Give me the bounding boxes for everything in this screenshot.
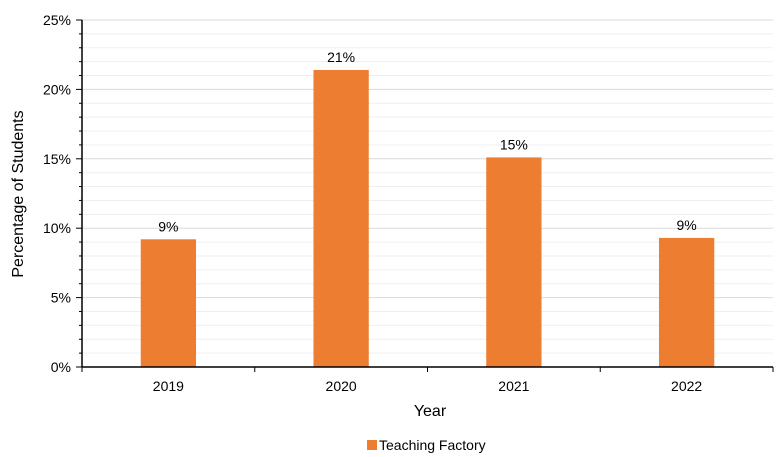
x-axis-ticks: 2019 2020 2021 2022: [81, 367, 774, 394]
bar: [140, 239, 197, 367]
bars: [140, 69, 715, 367]
y-tick-label: 0%: [51, 359, 71, 375]
data-label: 9%: [677, 217, 697, 233]
bar: [313, 69, 369, 367]
y-axis-ticks: 0% 5% 10% 15% 20% 25%: [43, 12, 82, 375]
bar: [486, 157, 542, 367]
bar: [658, 237, 715, 367]
y-tick-label: 5%: [51, 290, 71, 306]
legend: Teaching Factory: [367, 437, 486, 453]
data-label: 9%: [158, 218, 178, 234]
gridlines: [82, 19, 773, 354]
y-tick-label: 15%: [43, 151, 71, 167]
y-tick-label: 20%: [43, 81, 71, 97]
x-axis-title: Year: [414, 403, 447, 420]
x-tick-label: 2020: [326, 378, 357, 394]
data-labels: 9% 21% 15% 9%: [158, 49, 696, 234]
y-tick-label: 25%: [43, 12, 71, 28]
x-tick-label: 2019: [153, 378, 184, 394]
y-tick-label: 10%: [43, 220, 71, 236]
x-tick-label: 2021: [498, 378, 529, 394]
legend-label: Teaching Factory: [379, 437, 486, 453]
legend-swatch: [367, 440, 377, 450]
data-label: 15%: [500, 136, 528, 152]
data-label: 21%: [327, 49, 355, 65]
x-tick-label: 2022: [671, 378, 702, 394]
y-axis-title: Percentage of Students: [10, 110, 27, 277]
